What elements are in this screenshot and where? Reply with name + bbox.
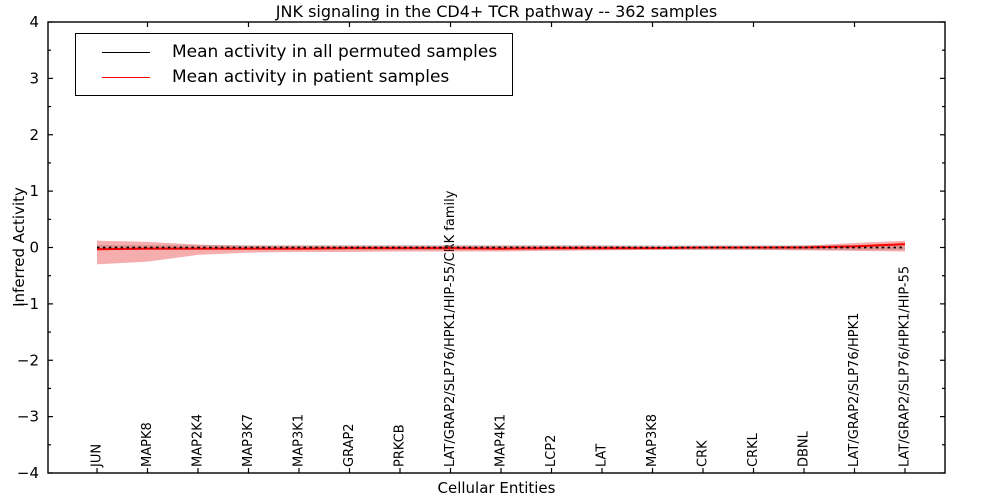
patient-samples-std-band (97, 240, 905, 265)
x-tick-label: MAP3K1 (292, 414, 307, 467)
x-tick-label: CRKL (746, 432, 761, 467)
x-tick-label: PRKCB (393, 424, 408, 467)
x-tick-label: LAT/GRAP2/SLP76/HPK1/HIP-55 (898, 266, 913, 467)
x-tick-label: GRAP2 (342, 423, 357, 467)
legend: Mean activity in all permuted samples Me… (75, 33, 513, 96)
y-tick-label: 3 (29, 69, 39, 87)
y-axis-label: Inferred Activity (10, 187, 28, 307)
y-tick-label: −3 (17, 408, 39, 426)
legend-label-patient: Mean activity in patient samples (172, 67, 450, 87)
legend-label-permuted: Mean activity in all permuted samples (172, 42, 498, 62)
y-tick-label: 2 (29, 126, 39, 144)
x-tick-label: LCP2 (544, 435, 559, 467)
permuted-line-sample (102, 51, 150, 53)
x-tick-label: MAPK8 (140, 422, 155, 467)
y-tick-label: −1 (17, 295, 39, 313)
x-tick-label: DBNL (797, 430, 812, 467)
x-tick-label: MAP3K7 (241, 414, 256, 467)
x-tick-label: LAT/GRAP2/SLP76/HPK1/HIP-55/CRK family (443, 190, 458, 467)
x-tick-label: MAP4K1 (494, 414, 509, 467)
y-tick-label: −4 (17, 464, 39, 482)
x-tick-label: LAT (595, 444, 610, 467)
y-tick-label: 1 (29, 182, 39, 200)
legend-item-permuted: Mean activity in all permuted samples (76, 42, 512, 62)
x-tick-label: CRK (696, 440, 711, 467)
y-tick-label: 0 (29, 239, 39, 257)
y-tick-label: 4 (29, 13, 39, 31)
legend-item-patient: Mean activity in patient samples (76, 67, 512, 87)
chart-title: JNK signaling in the CD4+ TCR pathway --… (275, 2, 718, 21)
x-axis-label: Cellular Entities (437, 479, 556, 497)
patient-line-sample (102, 76, 150, 78)
x-tick-label: JUN (90, 444, 105, 468)
y-tick-label: −2 (17, 351, 39, 369)
x-tick-label: MAP2K4 (191, 414, 206, 467)
x-tick-label: LAT/GRAP2/SLP76/HPK1 (847, 313, 862, 467)
x-tick-label: MAP3K8 (645, 414, 660, 467)
